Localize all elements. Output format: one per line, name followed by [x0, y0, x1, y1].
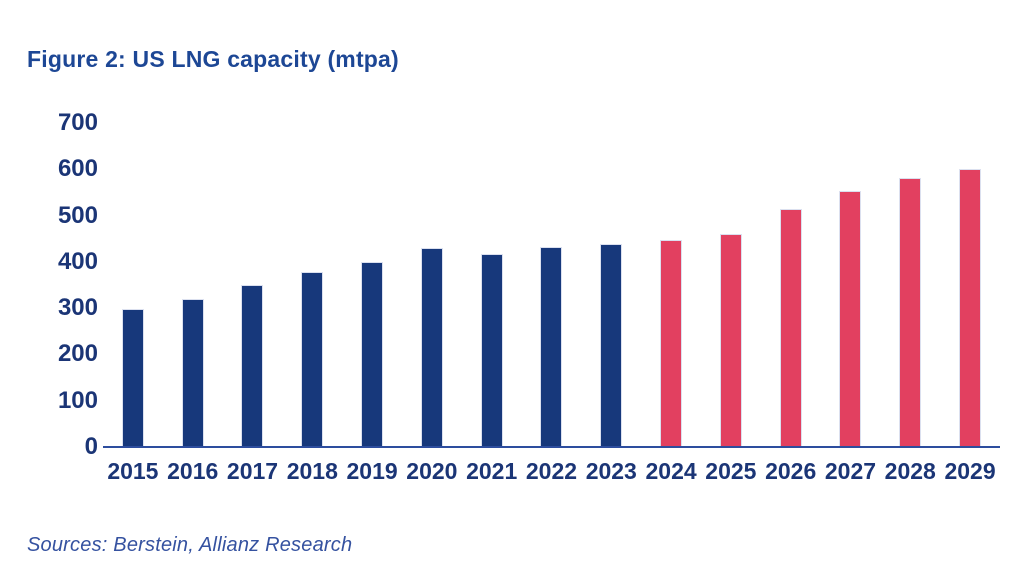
y-axis: 0 100 200 300 400 500 600 700	[0, 111, 98, 459]
bar-2022	[541, 248, 562, 447]
bar-2016	[182, 300, 203, 447]
x-tick-label: 2020	[406, 458, 458, 484]
bar-2028	[900, 179, 921, 447]
x-axis-line	[103, 446, 1000, 448]
plot-area	[103, 123, 1000, 447]
x-tick-label: 2023	[585, 458, 637, 484]
bar-2025	[720, 235, 741, 447]
bar-slot	[163, 123, 223, 447]
bar-2023	[601, 245, 622, 447]
bar-2020	[421, 249, 442, 447]
bar-slot	[641, 123, 701, 447]
bar-2018	[302, 273, 323, 447]
bar-slot	[342, 123, 402, 447]
y-tick-label: 600	[57, 155, 98, 183]
bar-2024	[661, 241, 682, 447]
bar-slot	[223, 123, 283, 447]
x-axis-labels: 2015 2016 2017 2018 2019 2020 2021 2022 2023 2024…	[103, 458, 1000, 484]
x-tick-label: 2017	[226, 458, 279, 484]
x-tick-label: 2019	[346, 458, 398, 484]
y-tick-label: 400	[57, 247, 98, 275]
bar-slot	[701, 123, 761, 447]
bar-2021	[481, 255, 502, 447]
y-tick-label: 200	[57, 340, 98, 368]
x-tick-label: 2021	[466, 458, 518, 484]
bar-2019	[362, 263, 383, 447]
bar-slot	[581, 123, 641, 447]
source-note: Sources: Berstein, Allianz Research	[27, 534, 353, 556]
x-tick-label: 2018	[286, 458, 338, 484]
y-tick-label: 700	[57, 109, 98, 136]
bar-2015	[122, 309, 143, 447]
x-tick-label: 2015	[107, 458, 159, 484]
bar-slot	[940, 123, 1000, 447]
bar-slot	[282, 123, 342, 447]
x-tick-label: 2028	[884, 458, 936, 484]
y-tick-label: 100	[57, 386, 98, 414]
bar-2017	[242, 285, 263, 447]
bar-slot	[462, 123, 522, 447]
x-tick-label: 2026	[765, 458, 817, 484]
x-tick-label: 2016	[167, 458, 219, 484]
bar-2026	[780, 210, 801, 447]
bar-slot	[402, 123, 462, 447]
bar-slot	[821, 123, 881, 447]
bar-2029	[960, 170, 981, 447]
bar-slot	[103, 123, 163, 447]
bar-slot	[761, 123, 821, 447]
bar-2027	[840, 191, 861, 447]
x-tick-label: 2027	[824, 458, 877, 484]
y-tick-label: 500	[57, 201, 98, 229]
figure-title: Figure 2: US LNG capacity (mtpa)	[27, 46, 399, 72]
x-tick-label: 2025	[705, 458, 757, 484]
x-tick-label: 2029	[944, 458, 996, 484]
x-tick-label: 2024	[645, 458, 697, 484]
x-tick-label: 2022	[525, 458, 578, 484]
bar-slot	[522, 123, 582, 447]
y-tick-label: 0	[84, 433, 98, 460]
bar-slot	[880, 123, 940, 447]
y-tick-label: 300	[57, 294, 98, 322]
